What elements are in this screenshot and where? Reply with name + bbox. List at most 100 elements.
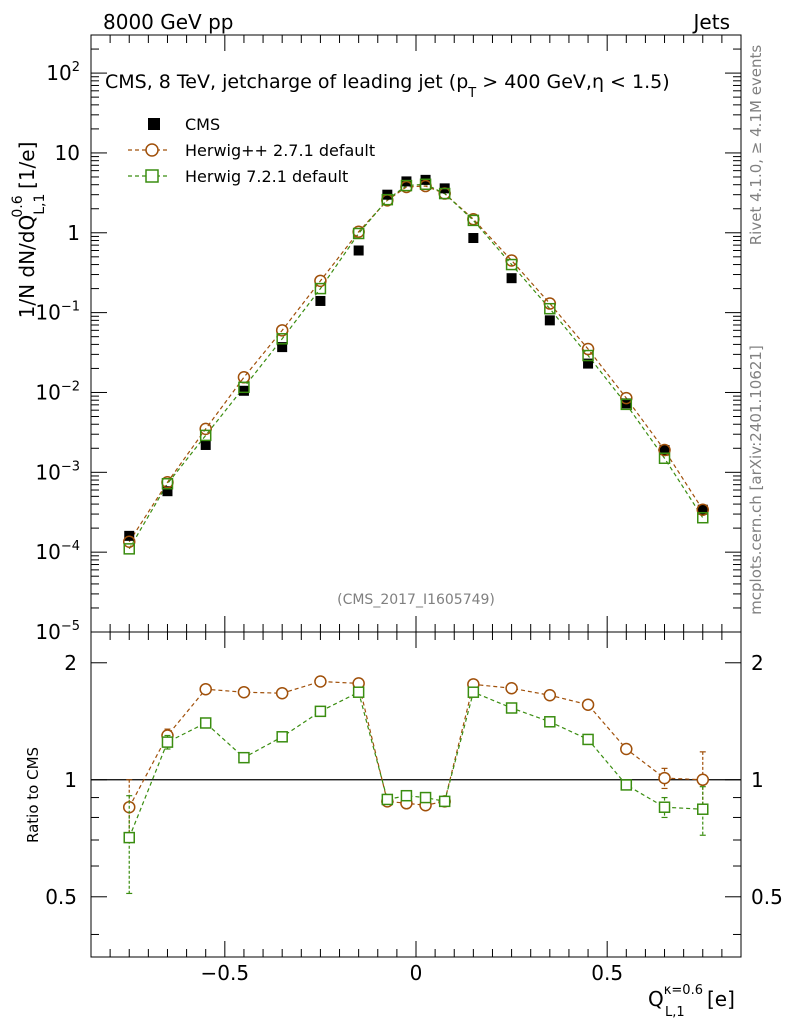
data-point-herwigpp xyxy=(199,422,212,436)
ratio-y-tick-label: 2 xyxy=(64,651,77,675)
ratio-point-herwig7 xyxy=(438,795,451,808)
data-point-cms xyxy=(277,342,288,353)
ratio-point-herwigpp xyxy=(314,675,327,688)
y-axis-label: 1/N dN/dQL,1 0.6 [1/e] xyxy=(10,142,48,319)
data-point-herwigpp xyxy=(658,443,671,457)
ratio-point-herwig7 xyxy=(314,705,327,718)
ratio-y-tick-label-right: 0.5 xyxy=(751,885,783,909)
data-point-herwigpp xyxy=(122,535,136,549)
data-point-cms xyxy=(315,295,326,306)
y-tick-label: 10 xyxy=(55,141,80,165)
ratio-line xyxy=(128,691,703,838)
ratio-point-herwig7 xyxy=(419,791,432,804)
ratio-point-herwig7 xyxy=(467,686,480,698)
data-point-herwig7 xyxy=(161,477,174,490)
legend-marker-herwig7 xyxy=(145,169,159,183)
data-point-herwig7 xyxy=(238,381,250,394)
data-point-herwig7 xyxy=(314,282,327,295)
ratio-line xyxy=(128,680,703,808)
x-tick-label: 0.5 xyxy=(591,961,623,985)
data-point-herwig7 xyxy=(438,187,451,200)
series-layer xyxy=(122,174,710,895)
legend-label-herwig7: Herwig 7.2.1 default xyxy=(185,167,348,186)
ratio-point-herwig7 xyxy=(352,686,365,698)
ratio-point-herwig7 xyxy=(400,789,413,802)
x-axis-label-main: Q xyxy=(648,987,664,1011)
ratio-point-herwig7 xyxy=(620,779,633,791)
data-point-cms xyxy=(200,439,211,450)
ratio-y-tick-label: 1 xyxy=(64,768,77,792)
ratio-point-herwigpp xyxy=(199,682,212,696)
chart-title-a: CMS, 8 TeV, jetcharge of leading jet (p xyxy=(105,71,468,93)
y-tick-label: 10−3 xyxy=(35,459,80,484)
y-tick-label: 10−2 xyxy=(35,379,80,404)
x-tick-label: −0.5 xyxy=(201,961,250,985)
y-tick-label: 1 xyxy=(67,221,80,245)
data-point-herwig7 xyxy=(620,398,633,411)
ratio-point-herwig7 xyxy=(582,733,594,746)
y-axis-label-sub: L,1 xyxy=(32,194,48,215)
data-point-cms xyxy=(659,445,670,456)
data-point-herwig7 xyxy=(505,258,518,271)
series-line xyxy=(128,185,704,543)
x-tick-label: 0 xyxy=(410,961,423,985)
ratio-point-herwigpp xyxy=(543,689,557,702)
y-tick-label: 10−4 xyxy=(35,539,80,564)
data-point-herwig7 xyxy=(544,302,556,315)
series-line xyxy=(128,183,704,550)
y-tick-label: 10−1 xyxy=(35,300,80,325)
header-right: Jets xyxy=(692,10,730,34)
y-axis-label-sup: 0.6 xyxy=(10,195,26,217)
data-point-cms xyxy=(697,504,708,515)
legend-label-herwigpp: Herwig++ 2.7.1 default xyxy=(185,141,375,160)
ratio-point-herwig7 xyxy=(505,702,518,714)
data-point-herwigpp xyxy=(696,503,710,516)
data-point-herwigpp xyxy=(620,391,633,405)
x-axis-label-sup: κ=0.6 xyxy=(664,983,703,998)
data-point-herwig7 xyxy=(199,429,212,442)
ratio-y-tick-label: 0.5 xyxy=(45,885,77,909)
y-tick-label: 10−5 xyxy=(35,619,80,644)
mcplots-label: mcplots.cern.ch [arXiv:2401.10621] xyxy=(747,345,765,615)
x-axis-label: Qκ=0.6 L,1 [e] xyxy=(648,983,735,1020)
ratio-point-herwig7 xyxy=(161,736,174,748)
ratio-y-axis-label: Ratio to CMS xyxy=(24,747,42,843)
y-axis-label-unit: [1/e] xyxy=(15,142,39,196)
ratio-point-herwigpp xyxy=(237,685,251,699)
ratio-point-herwig7 xyxy=(658,801,671,813)
legend-label-cms: CMS xyxy=(185,115,220,134)
axes-layer: −0.5 0 0.5 10−5 10−4 10−3 10−2 10−1 1 10 102 0.5 0.5… xyxy=(35,34,783,985)
data-point-herwig7 xyxy=(658,452,671,465)
data-point-herwig7 xyxy=(697,511,709,524)
ratio-point-herwigpp xyxy=(696,773,710,787)
ratio-point-herwigpp xyxy=(275,686,289,700)
data-point-herwig7 xyxy=(467,214,480,227)
data-point-herwigpp xyxy=(275,324,289,337)
x-axis-label-sub: L,1 xyxy=(665,1005,685,1020)
analysis-id: (CMS_2017_I1605749) xyxy=(337,592,495,608)
data-point-herwig7 xyxy=(352,227,365,240)
ratio-y-tick-label-right: 1 xyxy=(751,768,764,792)
y-tick-label: 102 xyxy=(46,60,80,85)
data-point-cms xyxy=(353,245,364,256)
ratio-y-tick-label-right: 2 xyxy=(751,651,764,675)
legend-marker-herwigpp xyxy=(145,143,159,157)
legend: CMS Herwig++ 2.7.1 default Herwig 7.2.1 … xyxy=(128,115,375,186)
ratio-point-herwigpp xyxy=(505,681,518,695)
data-point-herwig7 xyxy=(276,333,288,345)
chart-title-b: > 400 GeV,η < 1.5) xyxy=(476,71,669,93)
data-point-herwigpp xyxy=(237,371,251,384)
chart-title: CMS, 8 TeV, jetcharge of leading jet (pT… xyxy=(105,71,670,101)
ratio-point-herwig7 xyxy=(381,793,394,806)
chart-title-sub: T xyxy=(467,86,476,101)
data-point-herwig7 xyxy=(400,179,413,192)
data-point-cms xyxy=(544,315,555,326)
ratio-point-herwig7 xyxy=(123,831,135,844)
x-axis-label-unit: [e] xyxy=(701,987,735,1011)
data-point-cms xyxy=(506,273,517,284)
y-axis-label-main: 1/N dN/dQ xyxy=(15,215,39,319)
ratio-point-herwigpp xyxy=(620,742,633,756)
ratio-point-herwigpp xyxy=(581,698,595,711)
ratio-point-herwig7 xyxy=(276,731,288,743)
